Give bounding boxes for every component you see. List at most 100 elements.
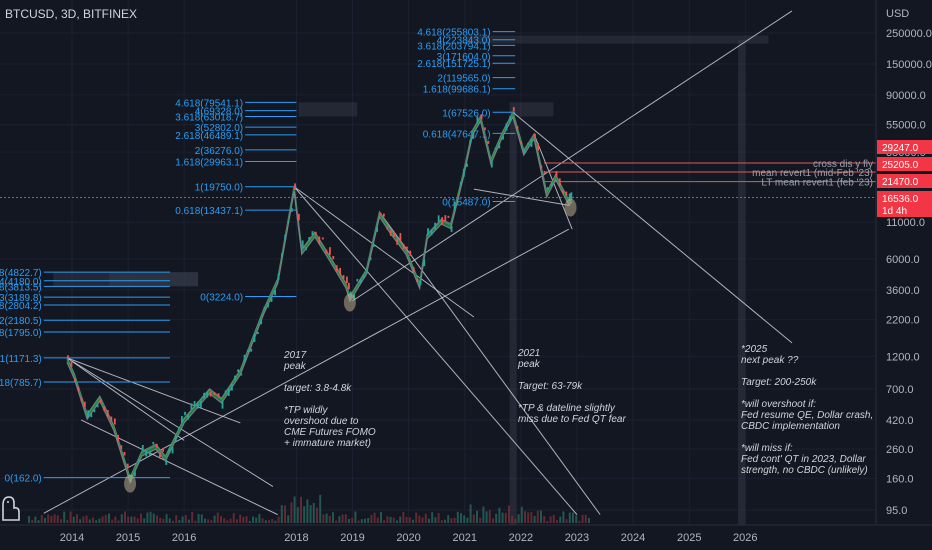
- volume-bar: [556, 520, 558, 523]
- time-tick-label: 2024: [621, 532, 645, 544]
- volume-bar: [191, 512, 194, 523]
- price-tick-label: 420.0: [886, 415, 914, 427]
- level-label: mean revert1 (mid-Feb '23): [752, 168, 873, 179]
- volume-bar: [495, 513, 498, 523]
- volume-bar: [559, 516, 562, 523]
- candle: [106, 410, 109, 417]
- volume-bar: [255, 517, 258, 523]
- volume-bar: [412, 519, 414, 523]
- candle: [321, 237, 324, 240]
- candle: [209, 391, 212, 397]
- fib-level-label: 4.618(4822.7): [0, 268, 42, 279]
- volume-bar: [101, 516, 104, 523]
- volume-bar: [514, 518, 517, 523]
- candle: [540, 165, 543, 169]
- volume-bar: [328, 515, 331, 523]
- volume-bar: [437, 512, 440, 523]
- fib-level-label: 4.618(255803.1): [417, 28, 490, 39]
- volume-bar: [184, 515, 187, 523]
- volume-bar: [136, 518, 139, 523]
- candle: [480, 114, 483, 120]
- annotation-line: Target: 200-250k: [741, 377, 817, 388]
- level-box: [509, 102, 554, 117]
- volume-bar: [306, 499, 309, 523]
- candle: [396, 239, 399, 245]
- volume-bar: [284, 505, 286, 523]
- candle: [243, 354, 246, 362]
- candle: [301, 240, 304, 248]
- candle: [356, 278, 359, 282]
- trend-line: [80, 419, 278, 516]
- price-tick-label: 90000.0: [886, 90, 926, 102]
- price-badge-label: 25205.0: [882, 160, 919, 171]
- fib-levels: 4.618(255803.1)4(223843.0)3.618(203794.1…: [0, 28, 516, 485]
- price-axis-panel[interactable]: [876, 0, 932, 550]
- candle: [466, 163, 468, 167]
- candle: [346, 276, 348, 284]
- trend-line: [352, 10, 793, 302]
- fib-level-label: 1.618(99686.1): [423, 85, 491, 96]
- candle: [537, 143, 540, 151]
- volume-bar: [543, 516, 546, 523]
- candle: [250, 348, 253, 352]
- volume-bar: [290, 502, 293, 523]
- candle: [224, 390, 227, 394]
- candle: [126, 463, 129, 469]
- candle: [405, 246, 408, 250]
- candle: [203, 392, 206, 399]
- volume-bar: [114, 516, 117, 523]
- candle: [456, 201, 459, 204]
- volume-bar: [245, 516, 248, 523]
- fib-level-label: 1(1171.3): [0, 354, 42, 365]
- volume-bar: [66, 519, 69, 523]
- volume-bar: [120, 514, 123, 523]
- volume-bar: [82, 516, 85, 523]
- candle: [409, 250, 412, 256]
- time-tick-label: 2026: [733, 532, 757, 544]
- candle: [450, 226, 453, 232]
- symbol-label: BTCUSD, 3D, BITFINEX: [5, 7, 137, 21]
- volume-bar: [149, 511, 152, 523]
- volume-bar: [268, 520, 270, 523]
- level-box: [298, 102, 358, 117]
- volume-bar: [28, 516, 30, 523]
- candle: [530, 139, 533, 147]
- volume-bar: [79, 519, 82, 523]
- candle: [253, 333, 256, 342]
- candle: [123, 451, 126, 456]
- time-axis-panel[interactable]: [0, 525, 876, 550]
- volume-bar: [444, 519, 446, 523]
- volume-bar: [223, 518, 226, 523]
- volume-bar: [552, 514, 555, 523]
- volume-bar: [146, 512, 149, 523]
- candle: [505, 123, 508, 131]
- candle: [434, 222, 437, 230]
- volume-bar: [319, 494, 322, 523]
- tradingview-logo-icon[interactable]: [2, 496, 20, 521]
- candle: [174, 435, 177, 442]
- volume-bar: [92, 517, 94, 523]
- volume-bar: [524, 511, 526, 523]
- trend-line: [512, 111, 793, 344]
- volume-bar: [69, 511, 72, 523]
- price-tick-label: 55000.0: [886, 120, 926, 132]
- time-tick-label: 2014: [60, 532, 84, 544]
- time-shades: [53, 35, 769, 525]
- price-tick-label: 260.0: [886, 444, 914, 456]
- price-tick-label: 3600.0: [886, 285, 920, 297]
- candle: [187, 415, 190, 420]
- candle: [379, 212, 382, 216]
- volume-bar: [428, 518, 430, 523]
- grid: [0, 0, 876, 525]
- volume-bar: [421, 517, 424, 523]
- fib-level-label: 0.618(47647.1): [423, 129, 491, 140]
- volume-bar: [303, 506, 306, 523]
- volume-bar: [396, 520, 398, 523]
- time-band: [738, 40, 746, 525]
- level-label: LT mean revert1 (feb '23): [761, 178, 873, 189]
- volume-bar: [488, 510, 491, 523]
- volume-bar: [549, 516, 552, 523]
